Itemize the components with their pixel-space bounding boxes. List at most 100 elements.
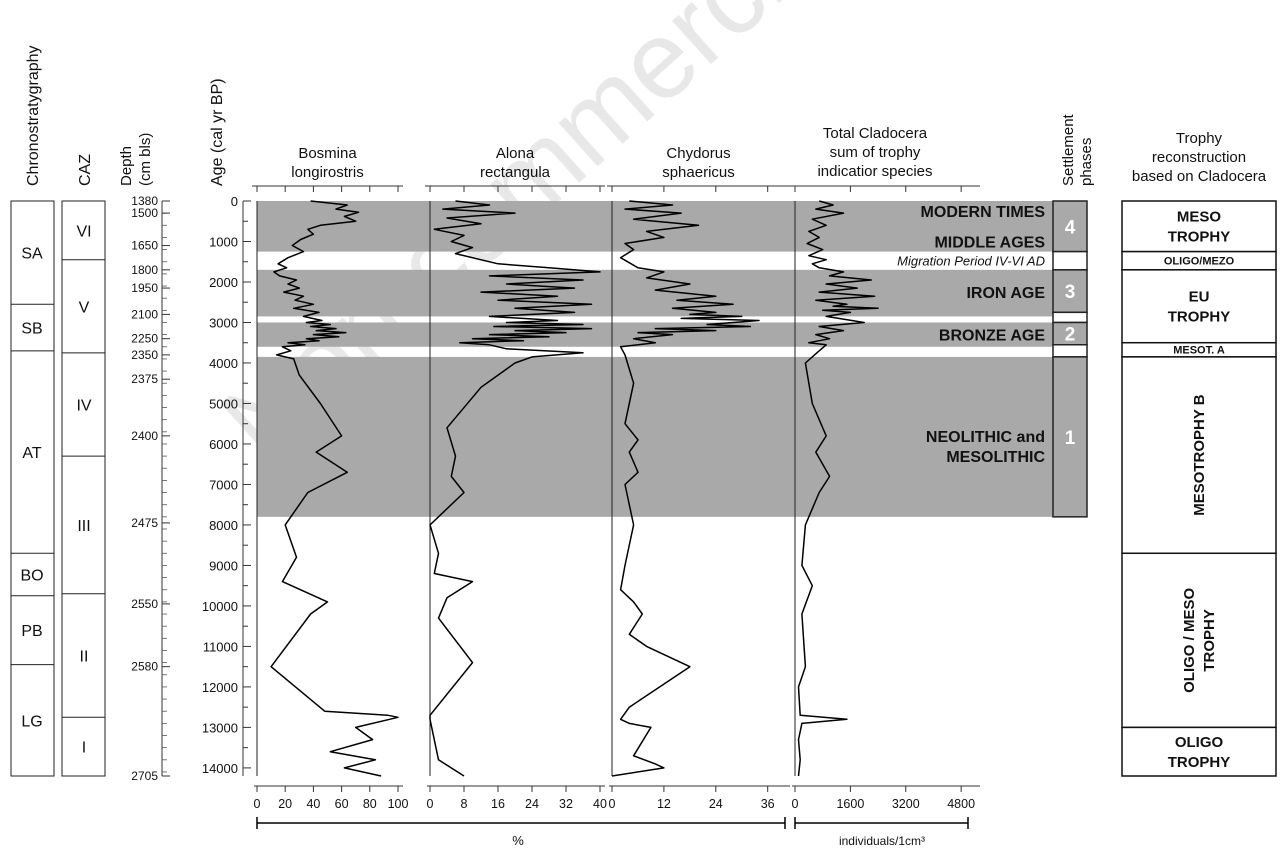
age-tick-label: 5000 xyxy=(209,396,238,411)
caz-label: II xyxy=(80,649,89,666)
series-title: Alona xyxy=(496,145,535,162)
caz-label: III xyxy=(77,518,90,535)
trophy-zone-label: TROPHY xyxy=(1168,754,1231,771)
period-label: NEOLITHIC and xyxy=(926,429,1045,446)
trophy-zone-box xyxy=(1121,200,1277,253)
bottom-tick-label: 40 xyxy=(593,797,607,811)
settlement-phase-box xyxy=(1052,311,1088,324)
settlement-phase-box xyxy=(1052,250,1088,271)
chronozone-label: PB xyxy=(21,623,42,640)
bottom-tick-label: 3200 xyxy=(892,797,920,811)
depth-tick-label: 2580 xyxy=(131,660,158,674)
trophy-zone-label: MESOT. A xyxy=(1173,345,1225,357)
age-tick-label: 9000 xyxy=(209,558,238,573)
chronozone-label: LG xyxy=(21,713,42,730)
caz-label: VI xyxy=(76,223,91,240)
age-tick-label: 11000 xyxy=(203,639,238,654)
settlement-header: Settlement xyxy=(1060,113,1077,186)
settlement-phase-box xyxy=(1052,356,1088,518)
series-title: longirostris xyxy=(291,164,364,181)
chronozone-label: SA xyxy=(21,246,43,263)
trophy-zone-label: OLIGO/MEZO xyxy=(1164,256,1235,268)
age-tick-label: 12000 xyxy=(202,680,238,695)
bottom-tick-label: 80 xyxy=(363,797,377,811)
series-line-3 xyxy=(797,200,879,777)
depth-tick-label: 1500 xyxy=(131,206,158,220)
bottom-tick-label: 4800 xyxy=(947,797,975,811)
depth-tick-label: 2375 xyxy=(131,372,158,386)
settlement-header: phases xyxy=(1078,138,1095,186)
percent-bracket xyxy=(256,817,786,829)
trophy-zone-label: OLIGO xyxy=(1175,734,1224,751)
bottom-tick-label: 1600 xyxy=(836,797,864,811)
bottom-tick-label: 20 xyxy=(278,797,292,811)
age-tick-label: 13000 xyxy=(202,720,238,735)
settlement-phase-number: 3 xyxy=(1065,282,1076,303)
trophy-zone-label: EU xyxy=(1189,289,1210,306)
bottom-tick-label: 0 xyxy=(254,797,261,811)
series-title: Bosmina xyxy=(298,145,357,162)
age-tick-label: 7000 xyxy=(209,477,238,492)
trophy-zone-label: OLIGO / MESO xyxy=(1181,588,1198,693)
depth-tick-label: 1380 xyxy=(131,194,158,208)
period-band xyxy=(257,201,1060,252)
trophy-zone-box xyxy=(1121,726,1277,777)
trophy-zone-label: MESOTROPHY B xyxy=(1191,394,1208,516)
age-tick-label: 1000 xyxy=(209,234,238,249)
bottom-tick-label: 100 xyxy=(388,797,409,811)
series-line-2 xyxy=(611,200,760,777)
series-title: sum of trophy xyxy=(830,144,921,161)
chronozone-column xyxy=(10,200,55,777)
trophy-header: Trophy xyxy=(1176,130,1223,147)
series-title: indicatior species xyxy=(817,163,932,180)
trophy-zone-box xyxy=(1121,356,1277,555)
chronozone-label: AT xyxy=(22,445,41,462)
series-title: rectangula xyxy=(480,164,551,181)
trophy-zone-label: MESO xyxy=(1177,209,1222,226)
period-label: MODERN TIMES xyxy=(921,204,1046,221)
caz-column xyxy=(61,200,106,777)
settlement-phase-box xyxy=(1052,344,1088,358)
age-tick-label: 6000 xyxy=(209,437,238,452)
caz-header: CAZ xyxy=(77,154,94,186)
bottom-tick-label: 0 xyxy=(427,797,434,811)
depth-tick-label: 2475 xyxy=(131,516,158,530)
depth-tick-label: 1950 xyxy=(131,281,158,295)
series-line-1 xyxy=(429,200,601,777)
age-tick-label: 3000 xyxy=(209,315,238,330)
trophy-zone-label: TROPHY xyxy=(1168,229,1231,246)
period-label: MIDDLE AGES xyxy=(934,234,1045,251)
caz-label: IV xyxy=(76,397,91,414)
age-tick-label: 8000 xyxy=(209,518,238,533)
percent-unit: % xyxy=(512,833,524,848)
depth-tick-label: 2100 xyxy=(131,307,158,321)
period-band xyxy=(257,269,1060,317)
bottom-tick-label: 8 xyxy=(461,797,468,811)
bottom-tick-label: 24 xyxy=(709,797,723,811)
period-band xyxy=(257,322,1060,347)
depth-header: Depth xyxy=(118,146,135,186)
depth-tick-label: 2350 xyxy=(131,348,158,362)
bottom-tick-label: 36 xyxy=(761,797,775,811)
chronozone-label: SB xyxy=(21,321,42,338)
bottom-tick-label: 0 xyxy=(609,797,616,811)
depth-tick-label: 1650 xyxy=(131,239,158,253)
bottom-tick-label: 32 xyxy=(559,797,573,811)
series-title: Total Cladocera xyxy=(823,125,928,142)
age-tick-label: 2000 xyxy=(209,275,238,290)
period-label: Migration Period IV-VI AD xyxy=(897,254,1045,269)
settlement-phase-number: 1 xyxy=(1065,428,1076,449)
period-label: BRONZE AGE xyxy=(939,328,1045,345)
bottom-tick-label: 24 xyxy=(525,797,539,811)
period-band xyxy=(257,356,1060,517)
settlement-phase-box xyxy=(1052,200,1088,253)
individuals-bracket xyxy=(794,817,969,829)
trophy-header: reconstruction xyxy=(1152,149,1246,166)
period-label: IRON AGE xyxy=(966,285,1045,302)
series-line-0 xyxy=(270,200,399,777)
bottom-tick-label: 40 xyxy=(306,797,320,811)
caz-label: V xyxy=(79,299,90,316)
age-tick-label: 0 xyxy=(231,194,238,209)
